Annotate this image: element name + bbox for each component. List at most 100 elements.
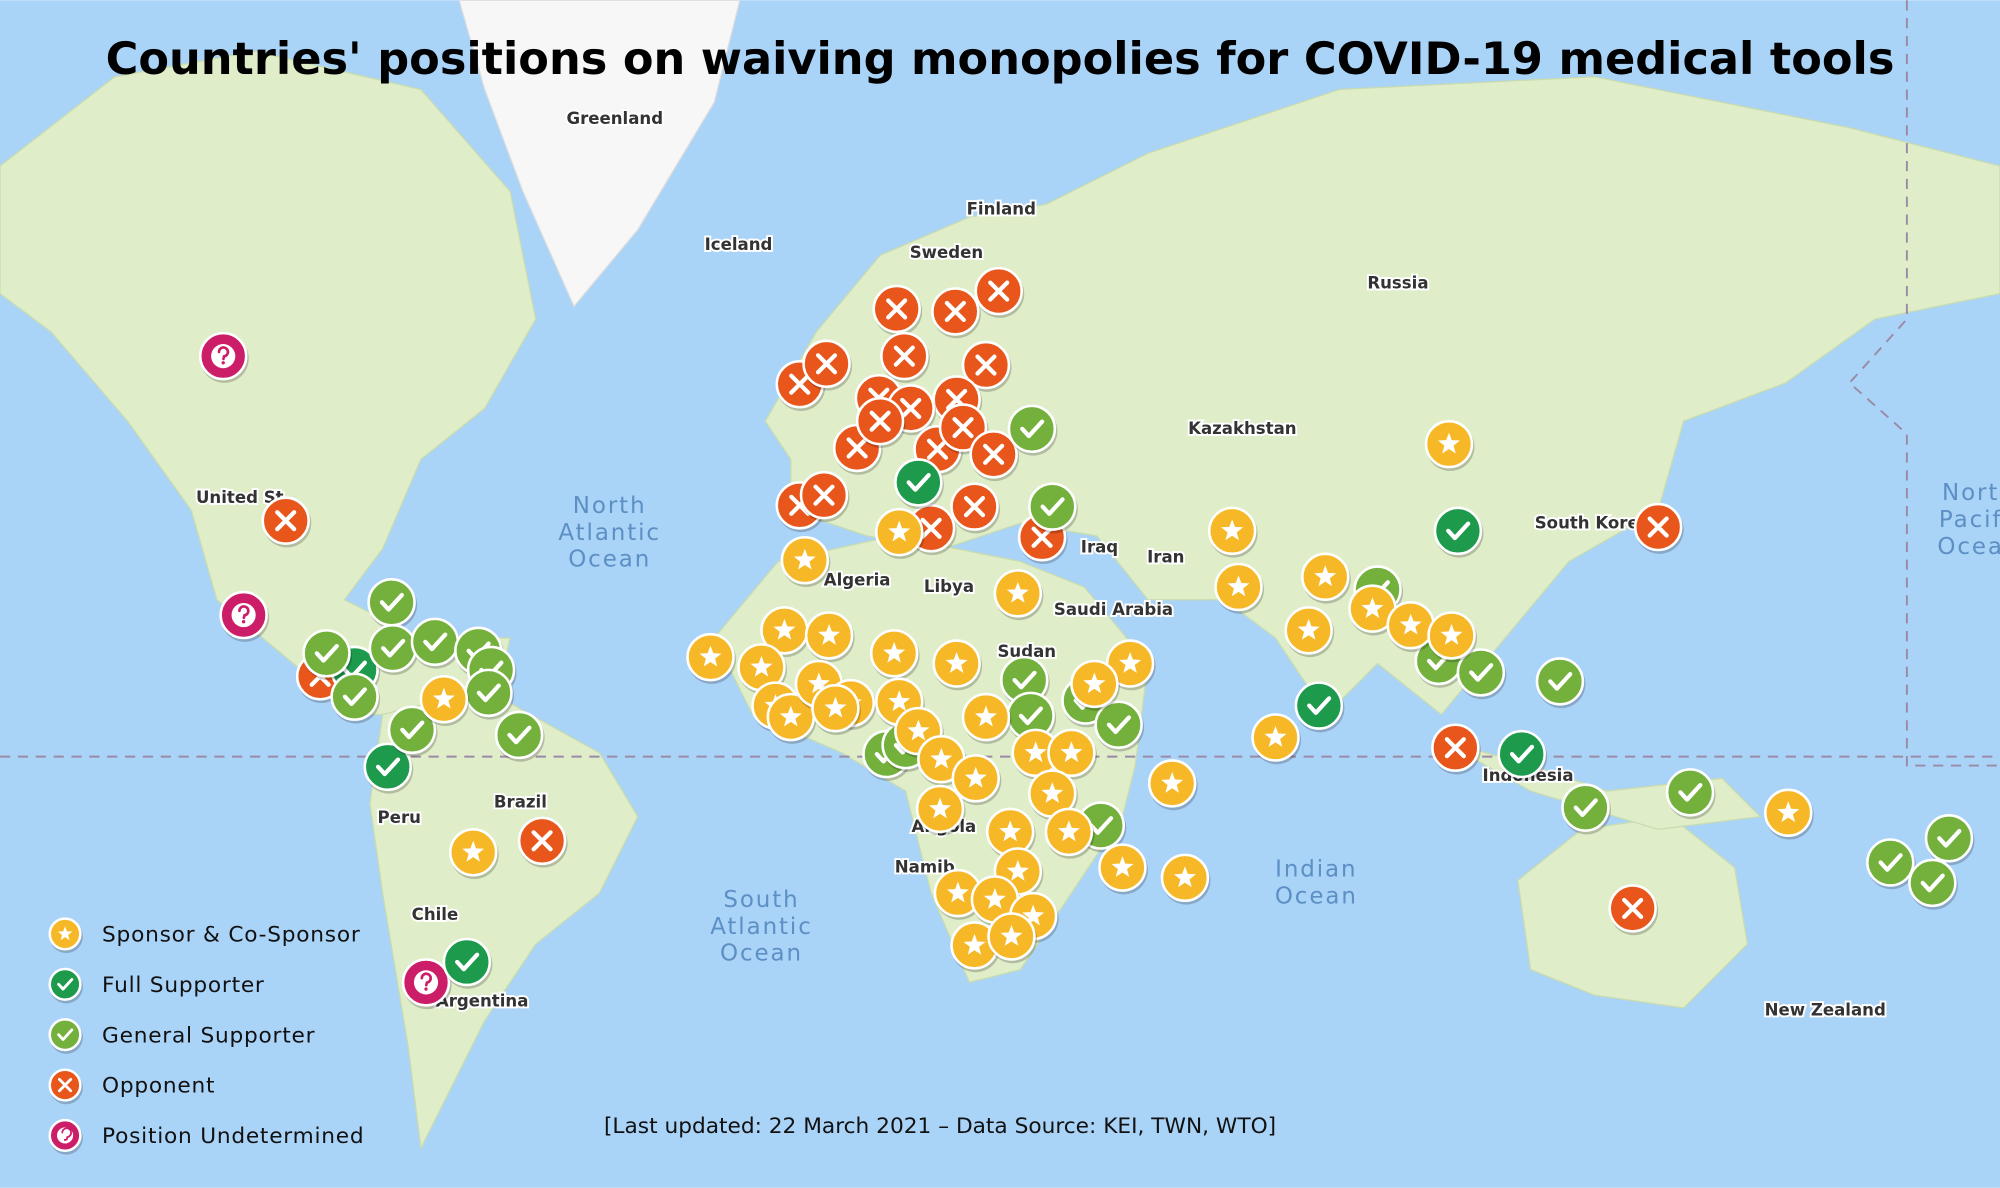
x-icon [869,410,891,432]
marker-body [1456,648,1506,697]
marker-body [48,1018,82,1052]
country-marker [1665,768,1716,820]
marker-body [363,742,412,792]
star-icon [1111,856,1134,877]
ocean-label: Atlantic [710,914,813,940]
check-icon [1573,798,1598,818]
legend: Sponsor & Co-Sponsor Full Supporter Genera… [48,917,364,1155]
country-marker [219,590,270,642]
country-marker [387,705,438,757]
x-icon [275,510,297,532]
country-marker [401,958,452,1010]
marker-body [442,937,492,987]
country-marker [1497,729,1548,781]
x-icon [920,517,942,539]
marker-body [387,705,437,755]
star-icon [888,690,911,712]
q-dot [424,987,428,991]
marker-body [894,458,943,507]
check-icon [1678,782,1703,802]
country-marker [1764,788,1814,840]
check-icon [423,632,448,652]
country-marker [869,629,920,681]
date-line [1848,0,2000,767]
marker-body [48,967,82,1001]
country-marker [932,639,983,691]
star-icon [699,645,722,667]
star-icon [907,719,930,741]
country-marker [872,284,923,336]
title: Countries' positions on waiving monopoli… [106,33,1895,85]
x-icon [988,280,1010,302]
star-icon [1440,623,1463,645]
place-label: South Kore [1535,513,1639,532]
country-marker [419,674,470,727]
country-marker [1301,552,1351,604]
check-icon [1012,670,1037,690]
place-label: Sudan [997,642,1056,661]
legend-marker [48,1068,83,1105]
star-icon [1006,859,1029,881]
country-marker [993,569,1044,621]
star-icon [1297,618,1320,640]
x-icon [900,397,922,419]
country-marker [799,470,850,522]
greenland [458,0,741,308]
country-marker [1908,858,1958,910]
q-dot [241,620,246,624]
legend-marker [48,1018,83,1054]
country-marker [198,331,249,383]
check-icon [314,643,339,663]
place-label: Finland [967,200,1036,219]
place-label: Libya [924,577,974,596]
check-icon [1548,672,1573,691]
x-icon [944,300,966,323]
x-icon [1444,737,1466,759]
country-marker [1427,611,1478,663]
place-label: Sweden [910,243,983,262]
ocean-label: Ocean [1275,883,1358,909]
place-label: Argentina [436,992,529,1011]
country-marker [1094,700,1145,752]
star-icon [750,655,773,677]
country-marker [1294,681,1345,733]
country-marker [951,754,1002,806]
place-label: Iraq [1081,538,1118,557]
legend-marker [48,967,83,1004]
country-marker [368,623,419,675]
x-icon [926,438,949,460]
country-marker [987,912,1037,964]
country-marker [1105,639,1156,691]
check-icon [1040,497,1065,516]
country-marker [961,340,1012,392]
x-icon [975,354,997,376]
star-icon [1221,519,1244,541]
star-icon [1264,726,1287,747]
country-marker [1070,659,1120,711]
legend-marker [48,917,83,954]
star-icon [1314,565,1337,587]
country-marker [875,507,925,559]
country-marker [302,629,353,681]
markers [198,266,1975,1010]
ocean-label: Indian [1275,857,1357,883]
country-marker [442,937,493,989]
star-icon [779,705,802,727]
marker-body [1497,729,1546,779]
check-icon [455,952,480,972]
star-icon [1361,597,1384,618]
star-icon [1173,866,1196,888]
check-icon [400,720,425,740]
marker-body [1094,700,1143,749]
check-icon [1088,816,1114,835]
country-marker [950,482,1000,534]
country-marker [915,784,966,836]
ocean-label: Atlantic [558,520,661,546]
star-icon [1057,820,1080,842]
star-icon [1161,771,1184,793]
q-dot [221,361,225,365]
country-marker [855,396,906,448]
country-marker [1207,506,1258,558]
country-marker [974,266,1025,318]
